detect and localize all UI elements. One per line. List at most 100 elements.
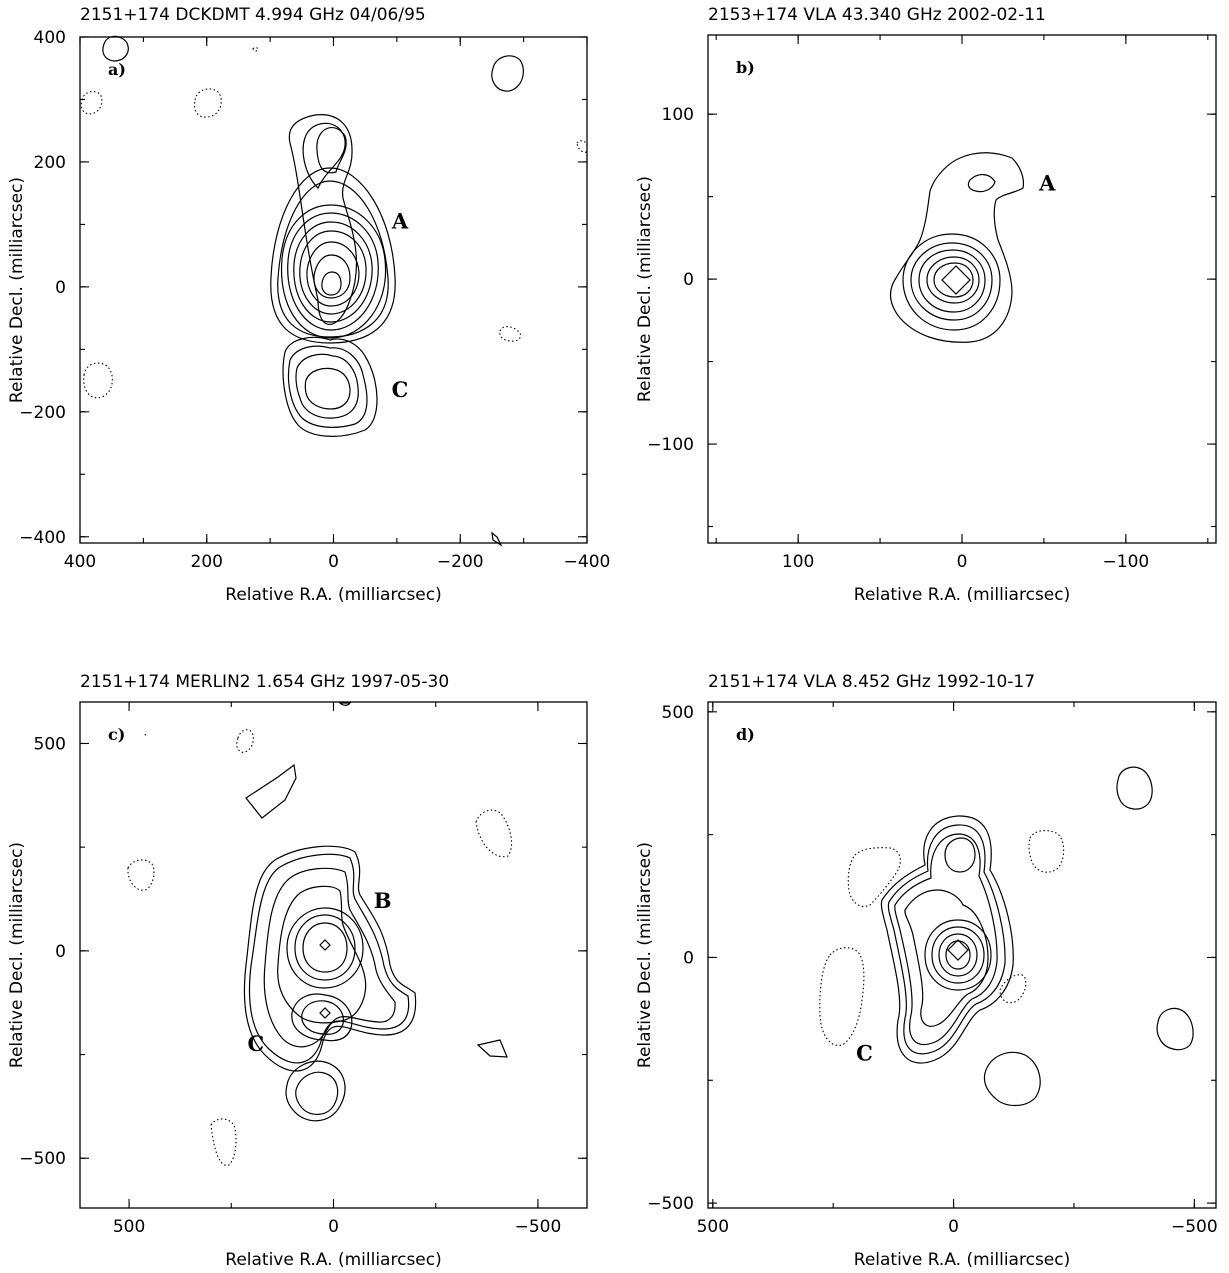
positive-contour	[983, 1051, 1041, 1107]
negative-contour	[193, 88, 222, 118]
plot-frame	[79, 701, 588, 1209]
positive-contour	[304, 367, 351, 410]
positive-contour	[302, 122, 346, 190]
x-axis-label: Relative R.A. (milliarcsec)	[854, 585, 1070, 605]
x-tick-label: −500	[515, 1217, 562, 1237]
positive-contour	[280, 204, 387, 339]
x-tick-label: 0	[948, 1217, 959, 1237]
y-tick-label: 500	[34, 734, 66, 754]
negative-contour	[847, 847, 901, 908]
panel-header: 2151+174 VLA 8.452 GHz 1992-10-17	[708, 672, 1035, 692]
positive-contour	[967, 174, 996, 193]
positive-contour	[277, 180, 389, 338]
contour-group	[889, 152, 1025, 343]
y-tick-label: 0	[55, 278, 66, 298]
positive-contour	[295, 1071, 339, 1115]
positive-contour	[293, 221, 373, 323]
positive-contour	[302, 922, 348, 973]
y-tick-label: −200	[19, 403, 66, 423]
y-tick-label: −100	[647, 435, 694, 455]
negative-contour	[252, 46, 259, 52]
y-axis-label: Relative Decl. (milliarcsec)	[7, 177, 27, 403]
panel-b: 2153+174 VLA 43.340 GHz 2002-02-11 100 0 −1…	[635, 5, 1217, 605]
negative-contour	[475, 809, 513, 858]
positive-contour	[491, 55, 524, 92]
y-tick-label: 500	[662, 703, 694, 723]
positive-contour	[287, 345, 368, 428]
negative-contour	[210, 1118, 237, 1166]
component-label-c: C	[856, 1040, 873, 1065]
positive-contour	[248, 853, 410, 1064]
positive-contour	[933, 262, 974, 298]
panel-header: 2151+174 DCKDMT 4.994 GHz 04/06/95	[80, 5, 426, 25]
positive-contour	[301, 1000, 344, 1035]
contour-group	[80, 35, 588, 547]
y-tick-label: 200	[34, 153, 66, 173]
positive-contour	[889, 152, 1025, 343]
x-axis-label: Relative R.A. (milliarcsec)	[225, 1250, 441, 1270]
plot-frame	[79, 36, 588, 544]
y-tick-label: 400	[34, 28, 66, 48]
positive-contour	[910, 242, 993, 321]
x-tick-label: −200	[437, 552, 484, 572]
panel-label: c)	[108, 725, 125, 744]
positive-contour	[926, 256, 980, 304]
positive-contour	[243, 845, 417, 1072]
x-axis-label: Relative R.A. (milliarcsec)	[854, 1250, 1070, 1270]
y-tick-label: 0	[683, 948, 694, 968]
positive-contour	[282, 336, 378, 437]
x-tick-label: 200	[191, 552, 223, 572]
panel-label: a)	[108, 60, 126, 79]
positive-contour	[286, 907, 364, 989]
positive-contour	[491, 531, 503, 547]
x-tick-label: 0	[328, 552, 339, 572]
y-tick-label: −500	[647, 1194, 694, 1214]
positive-contour	[887, 824, 1006, 1055]
x-axis-label: Relative R.A. (milliarcsec)	[225, 585, 441, 605]
panel-label: b)	[736, 58, 755, 77]
positive-contour	[938, 933, 978, 977]
y-tick-label: −400	[19, 528, 66, 548]
positive-contour	[319, 1007, 331, 1019]
positive-contour	[476, 1039, 508, 1058]
y-tick-label: 0	[55, 942, 66, 962]
x-tick-label: 500	[113, 1217, 145, 1237]
positive-contour	[894, 833, 998, 1045]
negative-contour	[80, 91, 103, 115]
positive-contour	[321, 271, 342, 296]
positive-contour	[263, 867, 396, 1048]
panel-header: 2151+174 MERLIN2 1.654 GHz 1997-05-30	[80, 672, 449, 692]
plot-frame	[707, 701, 1217, 1209]
plot-frame	[707, 34, 1217, 544]
contour-group	[819, 766, 1194, 1107]
positive-contour	[924, 919, 992, 991]
positive-contour	[306, 241, 360, 307]
negative-contour	[1028, 829, 1065, 873]
component-label-c: C	[247, 1031, 264, 1056]
x-tick-label: 100	[782, 552, 814, 572]
positive-contour	[102, 35, 129, 62]
y-axis-label: Relative Decl. (milliarcsec)	[7, 842, 27, 1068]
positive-contour	[295, 353, 359, 419]
panel-c: 2151+174 MERLIN2 1.654 GHz 1997-05-30 500…	[7, 672, 588, 1270]
y-axis-label: Relative Decl. (milliarcsec)	[635, 842, 655, 1068]
negative-contour	[83, 362, 113, 399]
positive-contour	[285, 1060, 346, 1122]
positive-contour	[904, 889, 989, 1027]
component-label-a: A	[391, 208, 409, 233]
positive-contour	[291, 993, 353, 1042]
positive-contour	[319, 939, 331, 951]
positive-contour	[245, 763, 297, 819]
positive-contour	[299, 230, 367, 315]
positive-contour	[316, 127, 347, 174]
positive-contour	[1116, 766, 1153, 810]
x-tick-label: 0	[328, 1217, 339, 1237]
positive-contour	[941, 265, 971, 295]
positive-contour	[270, 167, 396, 344]
x-tick-label: −400	[564, 552, 611, 572]
y-tick-label: −500	[19, 1149, 66, 1169]
x-tick-label: 400	[64, 552, 96, 572]
y-tick-label: 0	[683, 270, 694, 290]
x-tick-label: 0	[957, 552, 968, 572]
